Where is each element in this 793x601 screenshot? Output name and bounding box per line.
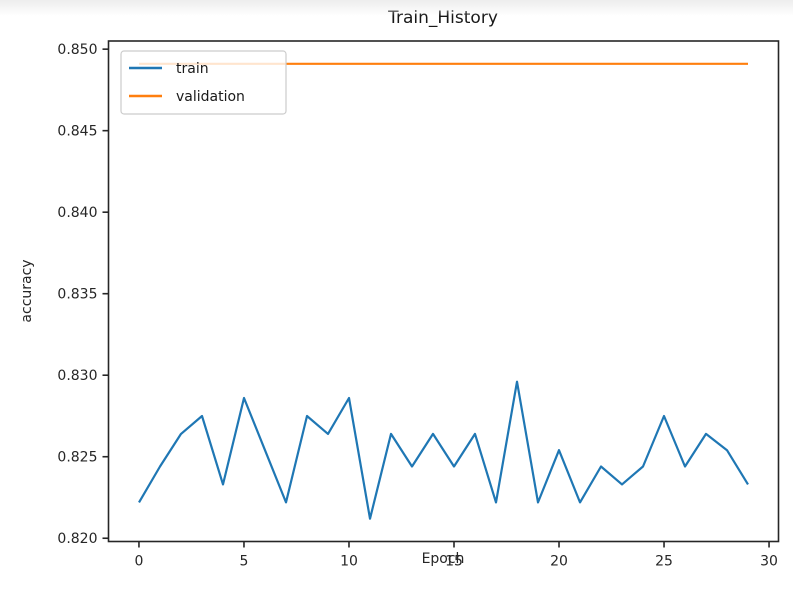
series-line-train xyxy=(138,380,749,520)
y-tick-label: 0.825 xyxy=(57,450,97,466)
y-tick-label: 0.845 xyxy=(57,124,97,140)
chart-title: Train_History xyxy=(388,8,498,28)
legend-box xyxy=(120,50,287,115)
y-tick-label: 0.835 xyxy=(57,287,97,303)
y-tick-label: 0.850 xyxy=(57,42,97,58)
x-tick-label: 10 xyxy=(340,554,358,570)
legend: train validation xyxy=(120,50,287,115)
y-tick-label: 0.830 xyxy=(57,368,97,384)
legend-label-train: train xyxy=(176,61,209,77)
x-tick-label: 15 xyxy=(445,554,463,570)
x-tick-label: 30 xyxy=(760,554,778,570)
x-axis-label: Epoch xyxy=(421,551,465,567)
x-tick-label: 5 xyxy=(240,554,249,570)
y-tick-label: 0.820 xyxy=(57,531,97,547)
legend-label-validation: validation xyxy=(176,89,245,105)
x-tick-label: 0 xyxy=(134,554,143,570)
x-tick-label: 25 xyxy=(655,554,673,570)
plot-border xyxy=(107,40,780,543)
y-tick-label: 0.840 xyxy=(57,205,97,221)
x-tick-label: 20 xyxy=(550,554,568,570)
